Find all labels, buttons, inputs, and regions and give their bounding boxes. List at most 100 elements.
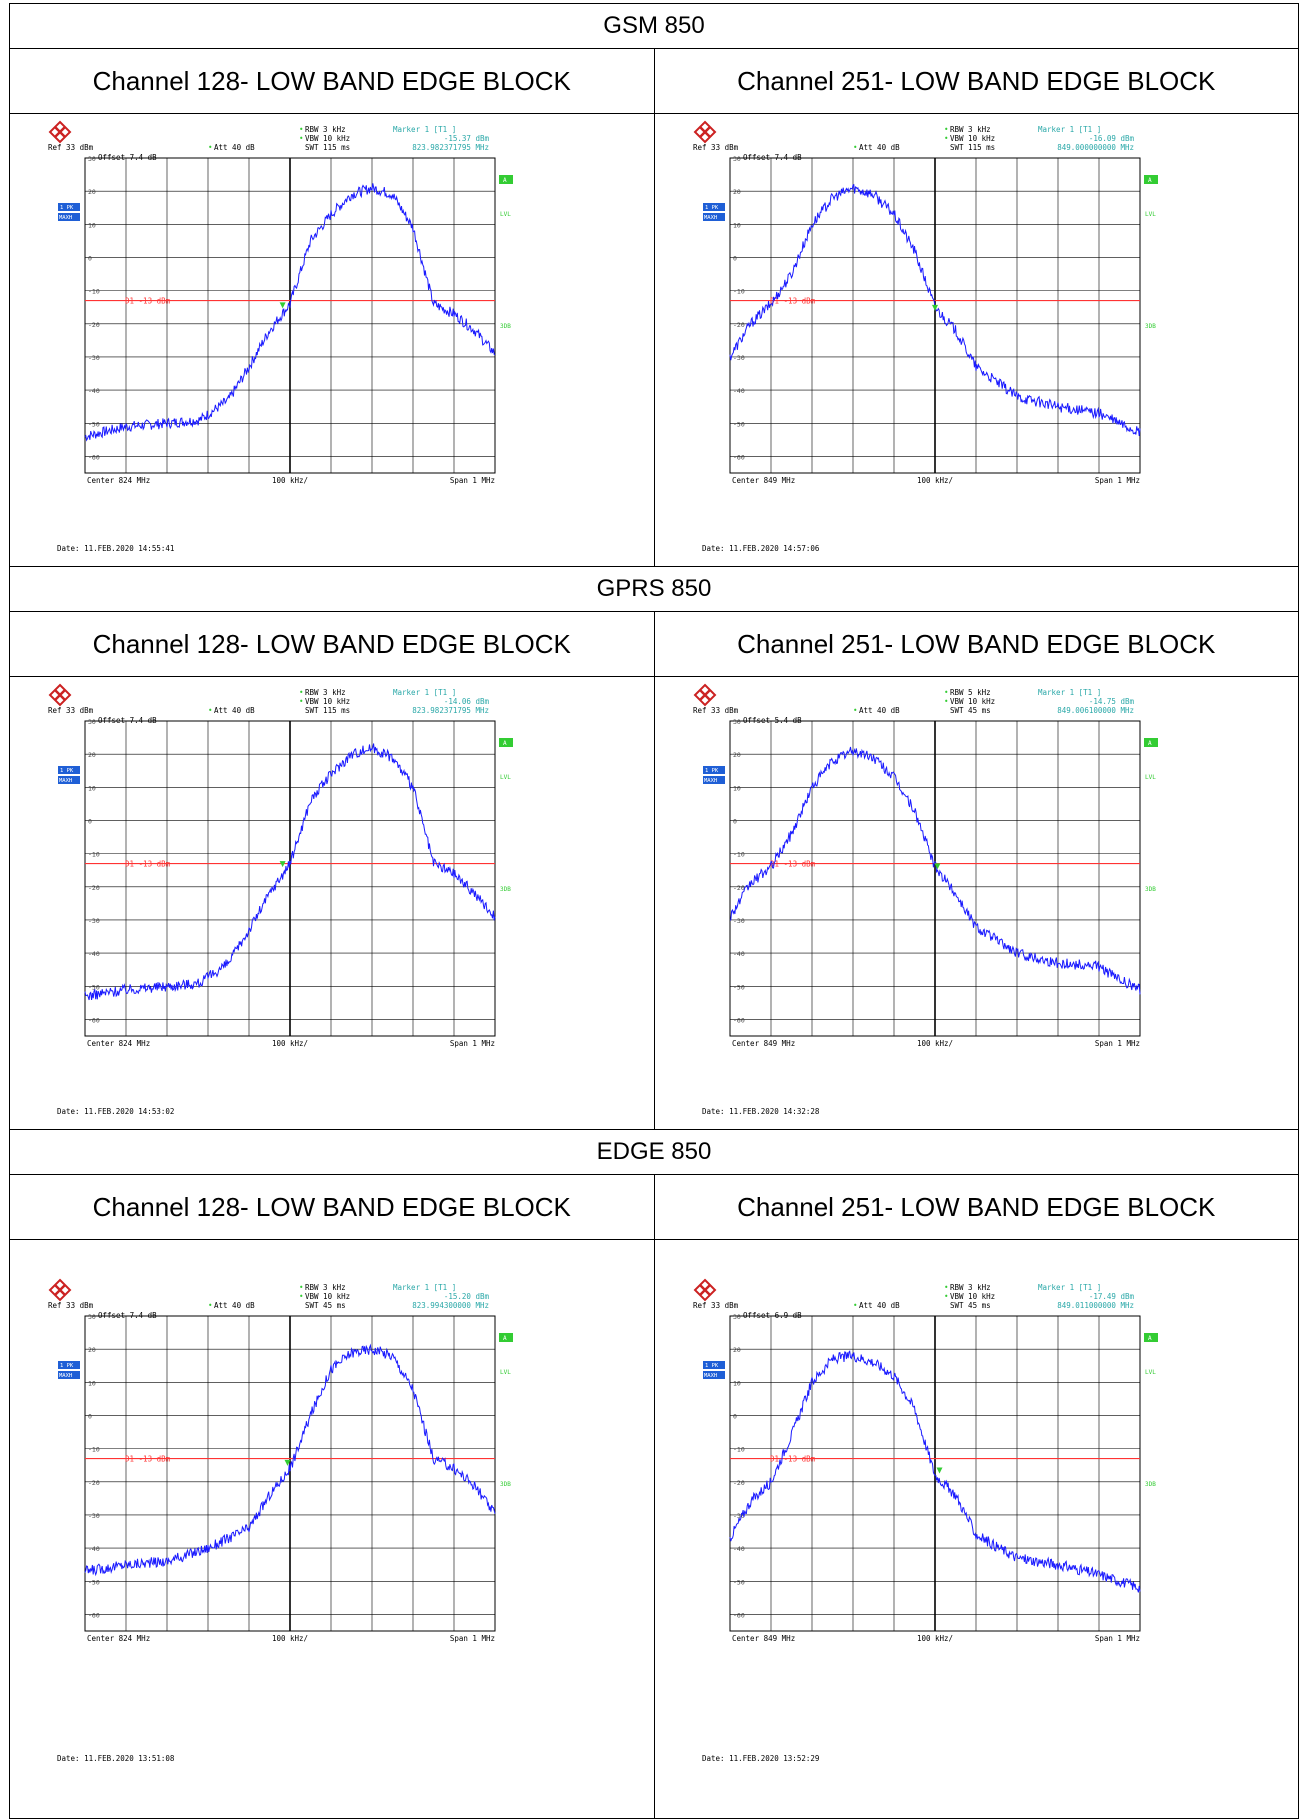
a-badge-label: A — [1148, 740, 1152, 747]
y-tick-label: 20 — [88, 1346, 96, 1354]
y-tick-label: -20 — [88, 884, 100, 892]
marker-level: -15.37 dBm — [444, 134, 490, 143]
plot-grid — [84, 720, 496, 1037]
marker-1 — [284, 1459, 291, 1466]
trace-badge-label: 1 PK — [705, 1363, 719, 1369]
three-db-label: 3DB — [1145, 1481, 1156, 1488]
marker-1 — [931, 304, 938, 311]
y-tick-label: 10 — [733, 1379, 741, 1387]
marker-level: -15.20 dBm — [444, 1292, 490, 1301]
rbw-setting: RBW 3 kHz — [305, 1283, 346, 1292]
plot-cell: • RBW 3 kHz • VBW 10 kHz SWT 115 ms Marker 1 … — [9, 113, 655, 567]
rohde-schwarz-logo-icon — [48, 683, 72, 707]
mode-badge — [702, 776, 725, 784]
screenshot-date: Date: 11.FEB.2020 13:51:08 — [57, 1754, 175, 1763]
marker-1 — [279, 302, 286, 309]
y-tick-label: -30 — [733, 354, 745, 362]
attenuation: Att 40 dB — [859, 1301, 900, 1310]
vbw-setting: VBW 10 kHz — [305, 1292, 350, 1301]
vbw-setting: VBW 10 kHz — [305, 697, 350, 706]
marker-1 — [936, 1467, 943, 1474]
channel-title: Channel 251- LOW BAND EDGE BLOCK — [653, 48, 1299, 114]
marker-1 — [279, 861, 286, 868]
lvl-label: LVL — [1145, 774, 1156, 781]
y-tick-label: -30 — [88, 1512, 100, 1520]
channel-title: Channel 128- LOW BAND EDGE BLOCK — [9, 1174, 655, 1240]
trace-line — [84, 1343, 496, 1577]
display-line-label: D1 -13 dBm — [125, 860, 171, 869]
y-tick-label: 0 — [88, 254, 92, 262]
marker-label: Marker 1 [T1 ] — [393, 125, 456, 134]
three-db-label: 3DB — [1145, 323, 1156, 330]
svg-text:•: • — [944, 1292, 949, 1301]
span: Span 1 MHz — [1094, 1039, 1139, 1048]
mode-badge — [702, 213, 725, 221]
plot-cell: • RBW 5 kHz • VBW 10 kHz SWT 45 ms Marker 1 [… — [653, 676, 1299, 1130]
y-tick-label: -60 — [733, 1016, 745, 1024]
vbw-setting: VBW 10 kHz — [950, 697, 995, 706]
screenshot-date: Date: 11.FEB.2020 14:53:02 — [57, 1107, 174, 1116]
mode-badge — [58, 213, 80, 221]
marker-level: -17.49 dBm — [1088, 1292, 1134, 1301]
attenuation: Att 40 dB — [859, 143, 900, 152]
rohde-schwarz-logo-icon — [693, 120, 716, 144]
span: Span 1 MHz — [450, 1039, 495, 1048]
trace-line — [84, 183, 496, 442]
svg-text:•: • — [299, 1292, 304, 1301]
span: Span 1 MHz — [1094, 1634, 1139, 1643]
y-tick-label: -10 — [733, 851, 745, 859]
y-tick-label: -40 — [88, 387, 100, 395]
y-tick-label: 20 — [88, 751, 96, 759]
a-badge-label: A — [1148, 1335, 1152, 1342]
swt-setting: SWT 115 ms — [305, 706, 350, 715]
mode-badge — [58, 776, 80, 784]
y-tick-label: -10 — [733, 288, 745, 296]
vbw-setting: VBW 10 kHz — [950, 1292, 995, 1301]
y-tick-label: -10 — [88, 1446, 100, 1454]
marker-1 — [933, 863, 940, 870]
screenshot-date: Date: 11.FEB.2020 13:52:29 — [702, 1754, 819, 1763]
swt-setting: SWT 45 ms — [305, 1301, 346, 1310]
a-badge — [1143, 1333, 1158, 1342]
y-tick-label: 30 — [88, 718, 96, 726]
trace-line — [729, 1350, 1140, 1593]
mode-badge — [702, 1371, 725, 1379]
y-tick-label: 10 — [88, 221, 96, 229]
marker-label: Marker 1 [T1 ] — [1038, 1283, 1101, 1292]
offset-label: Offset 5.4 dB — [743, 716, 802, 725]
plot-grid — [729, 1315, 1140, 1632]
y-tick-label: -40 — [88, 950, 100, 958]
marker-frequency: 823.994300000 MHz — [412, 1301, 489, 1310]
report-body: GSM 850 Channel 128- LOW BAND EDGE BLOCK C… — [9, 3, 1299, 1819]
trace-badge-label: 1 PK — [60, 205, 74, 211]
y-tick-label: 20 — [733, 188, 741, 196]
rbw-setting: RBW 3 kHz — [950, 1283, 991, 1292]
rbw-setting: RBW 5 kHz — [950, 688, 991, 697]
marker-label: Marker 1 [T1 ] — [1038, 125, 1101, 134]
plot-grid — [84, 1315, 496, 1632]
y-tick-label: -50 — [88, 983, 100, 991]
trace-badge-label: 1 PK — [705, 205, 719, 211]
display-line-label: D1 -13 dBm — [770, 297, 816, 306]
marker-frequency: 849.006100000 MHz — [1057, 706, 1134, 715]
y-tick-label: -60 — [733, 1611, 745, 1619]
marker-frequency: 823.982371795 MHz — [412, 706, 489, 715]
section-title: EDGE 850 — [9, 1129, 1299, 1175]
offset-label: Offset 7.4 dB — [743, 153, 802, 162]
trace-badge — [702, 766, 725, 774]
plot-cell: • RBW 3 kHz • VBW 10 kHz SWT 45 ms Marker 1 [… — [653, 1239, 1299, 1819]
reference-level: Ref 33 dBm — [48, 143, 94, 152]
lvl-label: LVL — [500, 774, 511, 781]
y-tick-label: -50 — [88, 420, 100, 428]
trace-badge — [58, 1361, 80, 1369]
y-tick-label: -40 — [733, 950, 745, 958]
trace-badge-label: 1 PK — [705, 768, 719, 774]
swt-setting: SWT 115 ms — [305, 143, 350, 152]
marker-frequency: 849.000000000 MHz — [1057, 143, 1134, 152]
a-badge — [499, 1333, 513, 1342]
vbw-setting: VBW 10 kHz — [305, 134, 350, 143]
channel-title: Channel 251- LOW BAND EDGE BLOCK — [653, 1174, 1299, 1240]
band-edge-report-table: GSM 850 Channel 128- LOW BAND EDGE BLOCK C… — [9, 3, 1299, 1819]
mode-badge-label: MAXH — [704, 215, 717, 221]
